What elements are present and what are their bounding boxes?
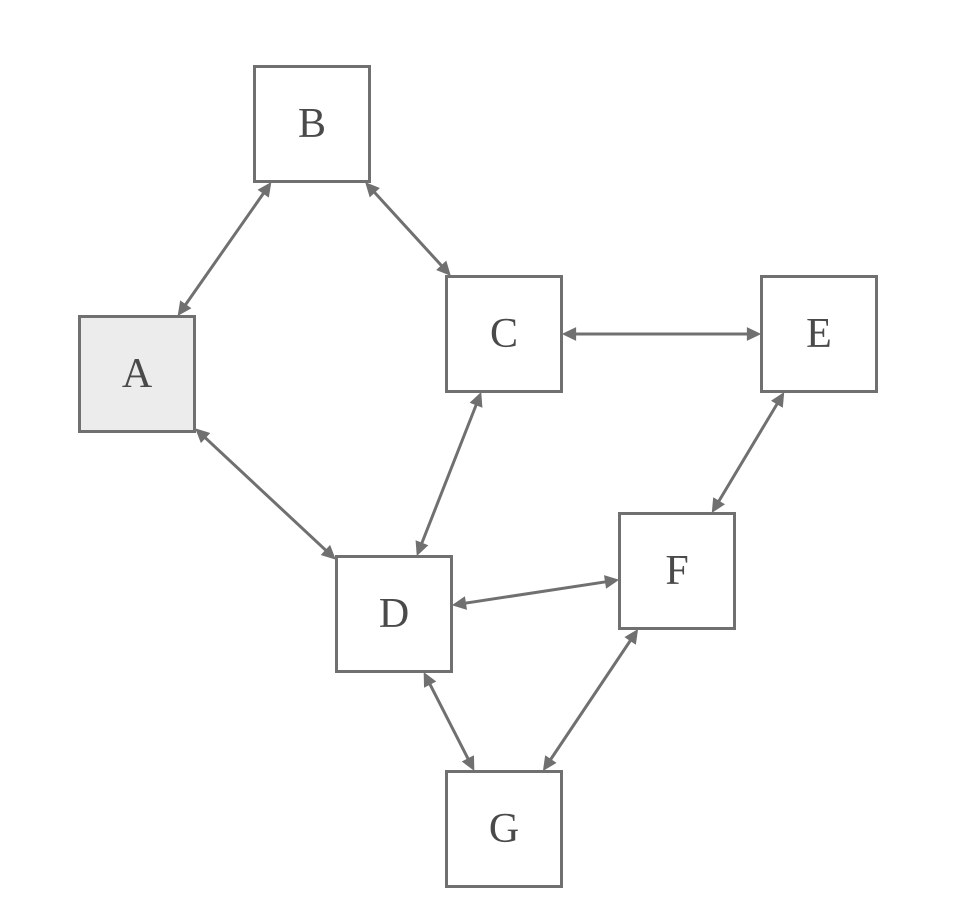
graph-canvas: A B C D E F G <box>0 0 958 914</box>
edge-D-F <box>453 576 618 609</box>
node-C: C <box>445 275 563 393</box>
node-D-label: D <box>379 593 409 635</box>
node-G: G <box>445 770 563 888</box>
edge-A-B <box>178 183 270 315</box>
node-F: F <box>618 512 736 630</box>
edge-C-D <box>416 393 482 555</box>
edge-B-C <box>366 183 450 275</box>
edge-F-G <box>544 630 638 770</box>
edge-A-D <box>196 429 335 559</box>
edge-C-E <box>563 328 760 340</box>
node-A: A <box>78 315 196 433</box>
node-F-label: F <box>665 550 688 592</box>
node-G-label: G <box>489 808 519 850</box>
node-E-label: E <box>806 313 832 355</box>
edge-D-G <box>424 673 474 770</box>
node-B-label: B <box>298 103 326 145</box>
node-E: E <box>760 275 878 393</box>
node-A-label: A <box>122 353 152 395</box>
node-B: B <box>253 65 371 183</box>
node-D: D <box>335 555 453 673</box>
edge-E-F <box>712 393 783 512</box>
node-C-label: C <box>490 313 518 355</box>
